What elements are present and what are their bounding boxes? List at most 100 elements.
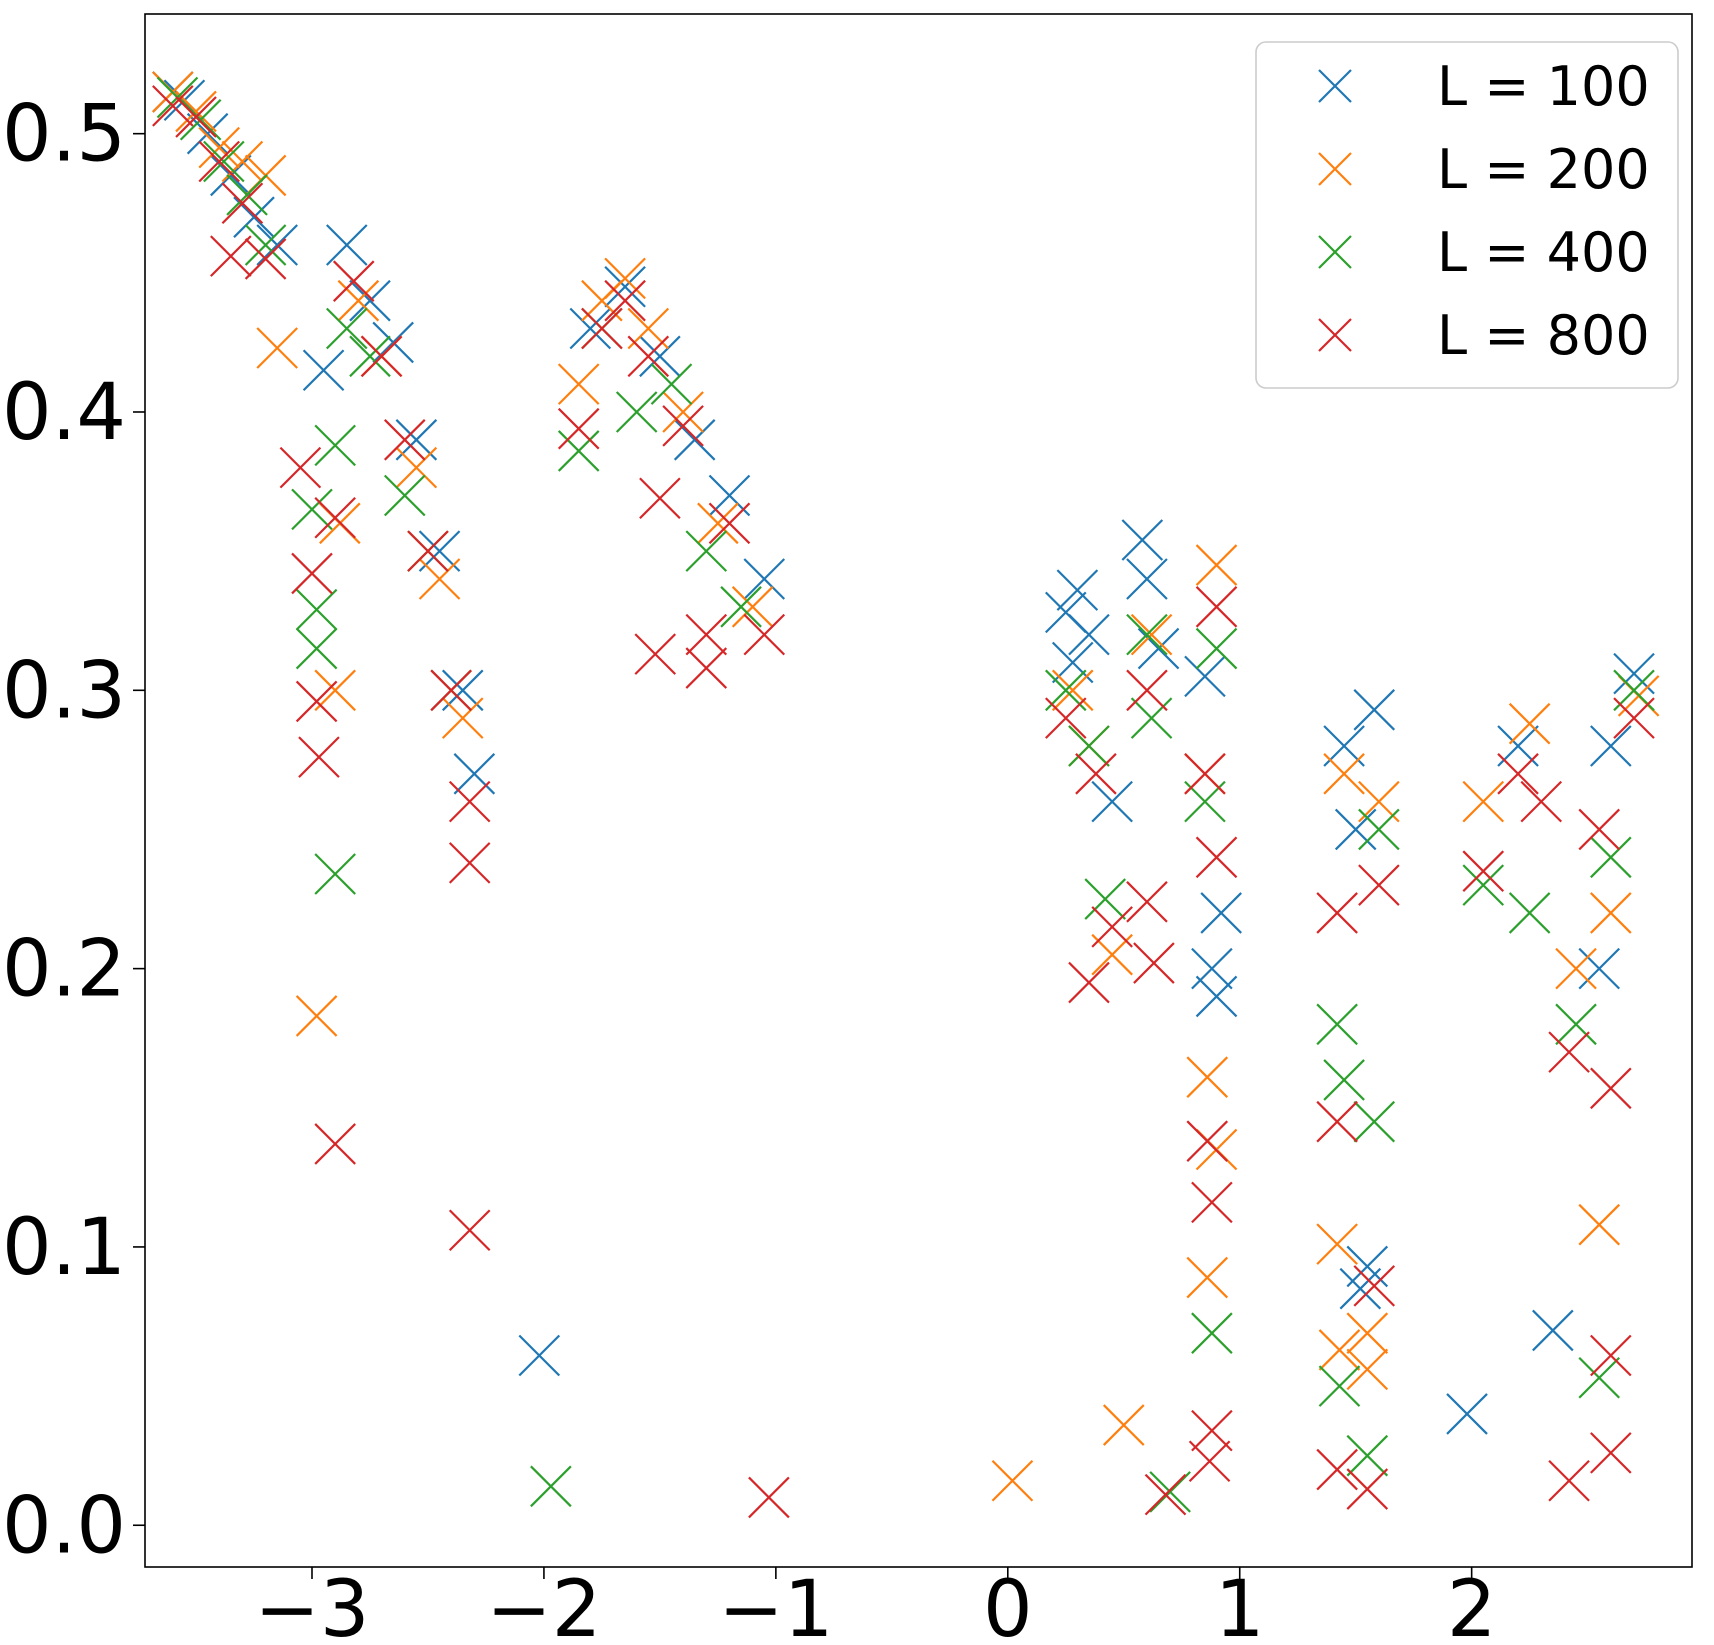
data-point: [662, 391, 704, 433]
y-axis: 0.0 0.1 0.2 0.3 0.4 0.5: [2, 90, 145, 1571]
data-point: [453, 753, 496, 795]
legend-marker: [1318, 235, 1352, 269]
data-point: [518, 1334, 561, 1377]
data-point: [1188, 1440, 1231, 1483]
data-point: [1200, 892, 1242, 934]
data-point: [221, 182, 264, 225]
data-point: [1462, 780, 1505, 823]
data-point: [360, 335, 403, 378]
data-point: [1578, 1203, 1621, 1246]
data-point: [1346, 1312, 1389, 1354]
data-point: [221, 140, 264, 183]
data-point: [1051, 669, 1094, 712]
data-point: [152, 85, 194, 127]
y-tick-label: 0.4: [2, 368, 126, 458]
data-point: [1353, 1100, 1396, 1143]
data-point: [1091, 906, 1133, 948]
data-point: [1084, 878, 1126, 920]
data-point: [1091, 780, 1133, 823]
data-point: [634, 633, 677, 675]
data-point: [1316, 892, 1358, 934]
data-point: [295, 680, 338, 723]
data-point: [1075, 753, 1117, 795]
data-point: [1590, 836, 1632, 879]
data-point: [314, 853, 356, 895]
data-point: [1555, 1003, 1597, 1046]
data-point: [383, 419, 426, 461]
data-point: [1548, 1031, 1590, 1073]
legend-box: [1255, 41, 1679, 389]
data-point: [1578, 947, 1621, 990]
data-point: [1346, 1468, 1389, 1510]
x-tick-label: 1: [1215, 1565, 1265, 1645]
data-point: [448, 842, 491, 884]
data-point: [1045, 697, 1087, 739]
y-tick-label: 0.3: [2, 646, 126, 736]
data-point: [1548, 1459, 1590, 1502]
data-point: [1068, 613, 1110, 656]
axes-frame: [144, 13, 1693, 1568]
data-point: [1353, 1265, 1396, 1307]
data-point: [1497, 753, 1539, 795]
data-point: [1323, 753, 1365, 795]
data-point: [615, 391, 658, 433]
data-point: [1318, 1365, 1361, 1407]
legend-label: L = 100: [1437, 55, 1650, 118]
data-point: [1590, 1432, 1632, 1474]
x-tick-label: −2: [486, 1565, 601, 1645]
data-point: [1195, 544, 1238, 586]
data-point: [569, 307, 612, 350]
data-point: [295, 588, 338, 631]
data-point: [557, 430, 600, 472]
legend-entry: L = 800: [1318, 304, 1650, 367]
data-point: [1186, 1056, 1229, 1098]
data-point: [1149, 1471, 1191, 1513]
data-point: [1334, 808, 1377, 851]
data-point: [314, 496, 356, 539]
data-point: [650, 363, 693, 405]
data-point: [697, 502, 739, 545]
data-point: [1590, 892, 1632, 934]
data-point: [604, 279, 646, 322]
data-point: [662, 405, 704, 447]
legend: L = 100 L = 200 L = 400 L = 800: [1255, 41, 1679, 389]
data-point: [203, 140, 245, 183]
data-point: [175, 96, 217, 138]
legend-entry: L = 400: [1318, 221, 1650, 284]
data-point: [708, 502, 751, 545]
data-point: [179, 98, 222, 141]
data-point: [1068, 961, 1110, 1004]
data-point: [1144, 1473, 1187, 1516]
data-point: [1184, 655, 1226, 698]
data-point: [198, 140, 240, 183]
data-point: [1590, 725, 1632, 767]
data-point: [291, 552, 333, 595]
data-point: [1508, 892, 1551, 934]
data-point: [731, 586, 774, 628]
data-point: [1186, 1256, 1229, 1299]
y-tick-label: 0.1: [2, 1203, 126, 1293]
data-point: [448, 780, 491, 823]
data-point: [720, 586, 762, 628]
data-point: [1056, 569, 1099, 611]
data-point: [1068, 725, 1110, 767]
data-point: [1555, 947, 1597, 990]
data-point: [314, 669, 356, 712]
data-point: [326, 307, 368, 350]
data-point: [1316, 1223, 1358, 1265]
data-point: [298, 736, 340, 778]
data-point: [210, 154, 252, 197]
data-point: [1590, 1334, 1632, 1377]
legend-marker: [1318, 318, 1352, 352]
data-point: [332, 260, 375, 302]
data-point: [1195, 627, 1238, 670]
x-tick-label: −1: [718, 1565, 833, 1645]
data-point: [1191, 1409, 1233, 1452]
legend-marker: [1318, 152, 1352, 186]
data-point: [1126, 881, 1168, 923]
data-point: [1446, 1393, 1488, 1435]
data-point: [349, 279, 391, 322]
data-point: [685, 530, 728, 572]
data-point: [1126, 558, 1168, 600]
